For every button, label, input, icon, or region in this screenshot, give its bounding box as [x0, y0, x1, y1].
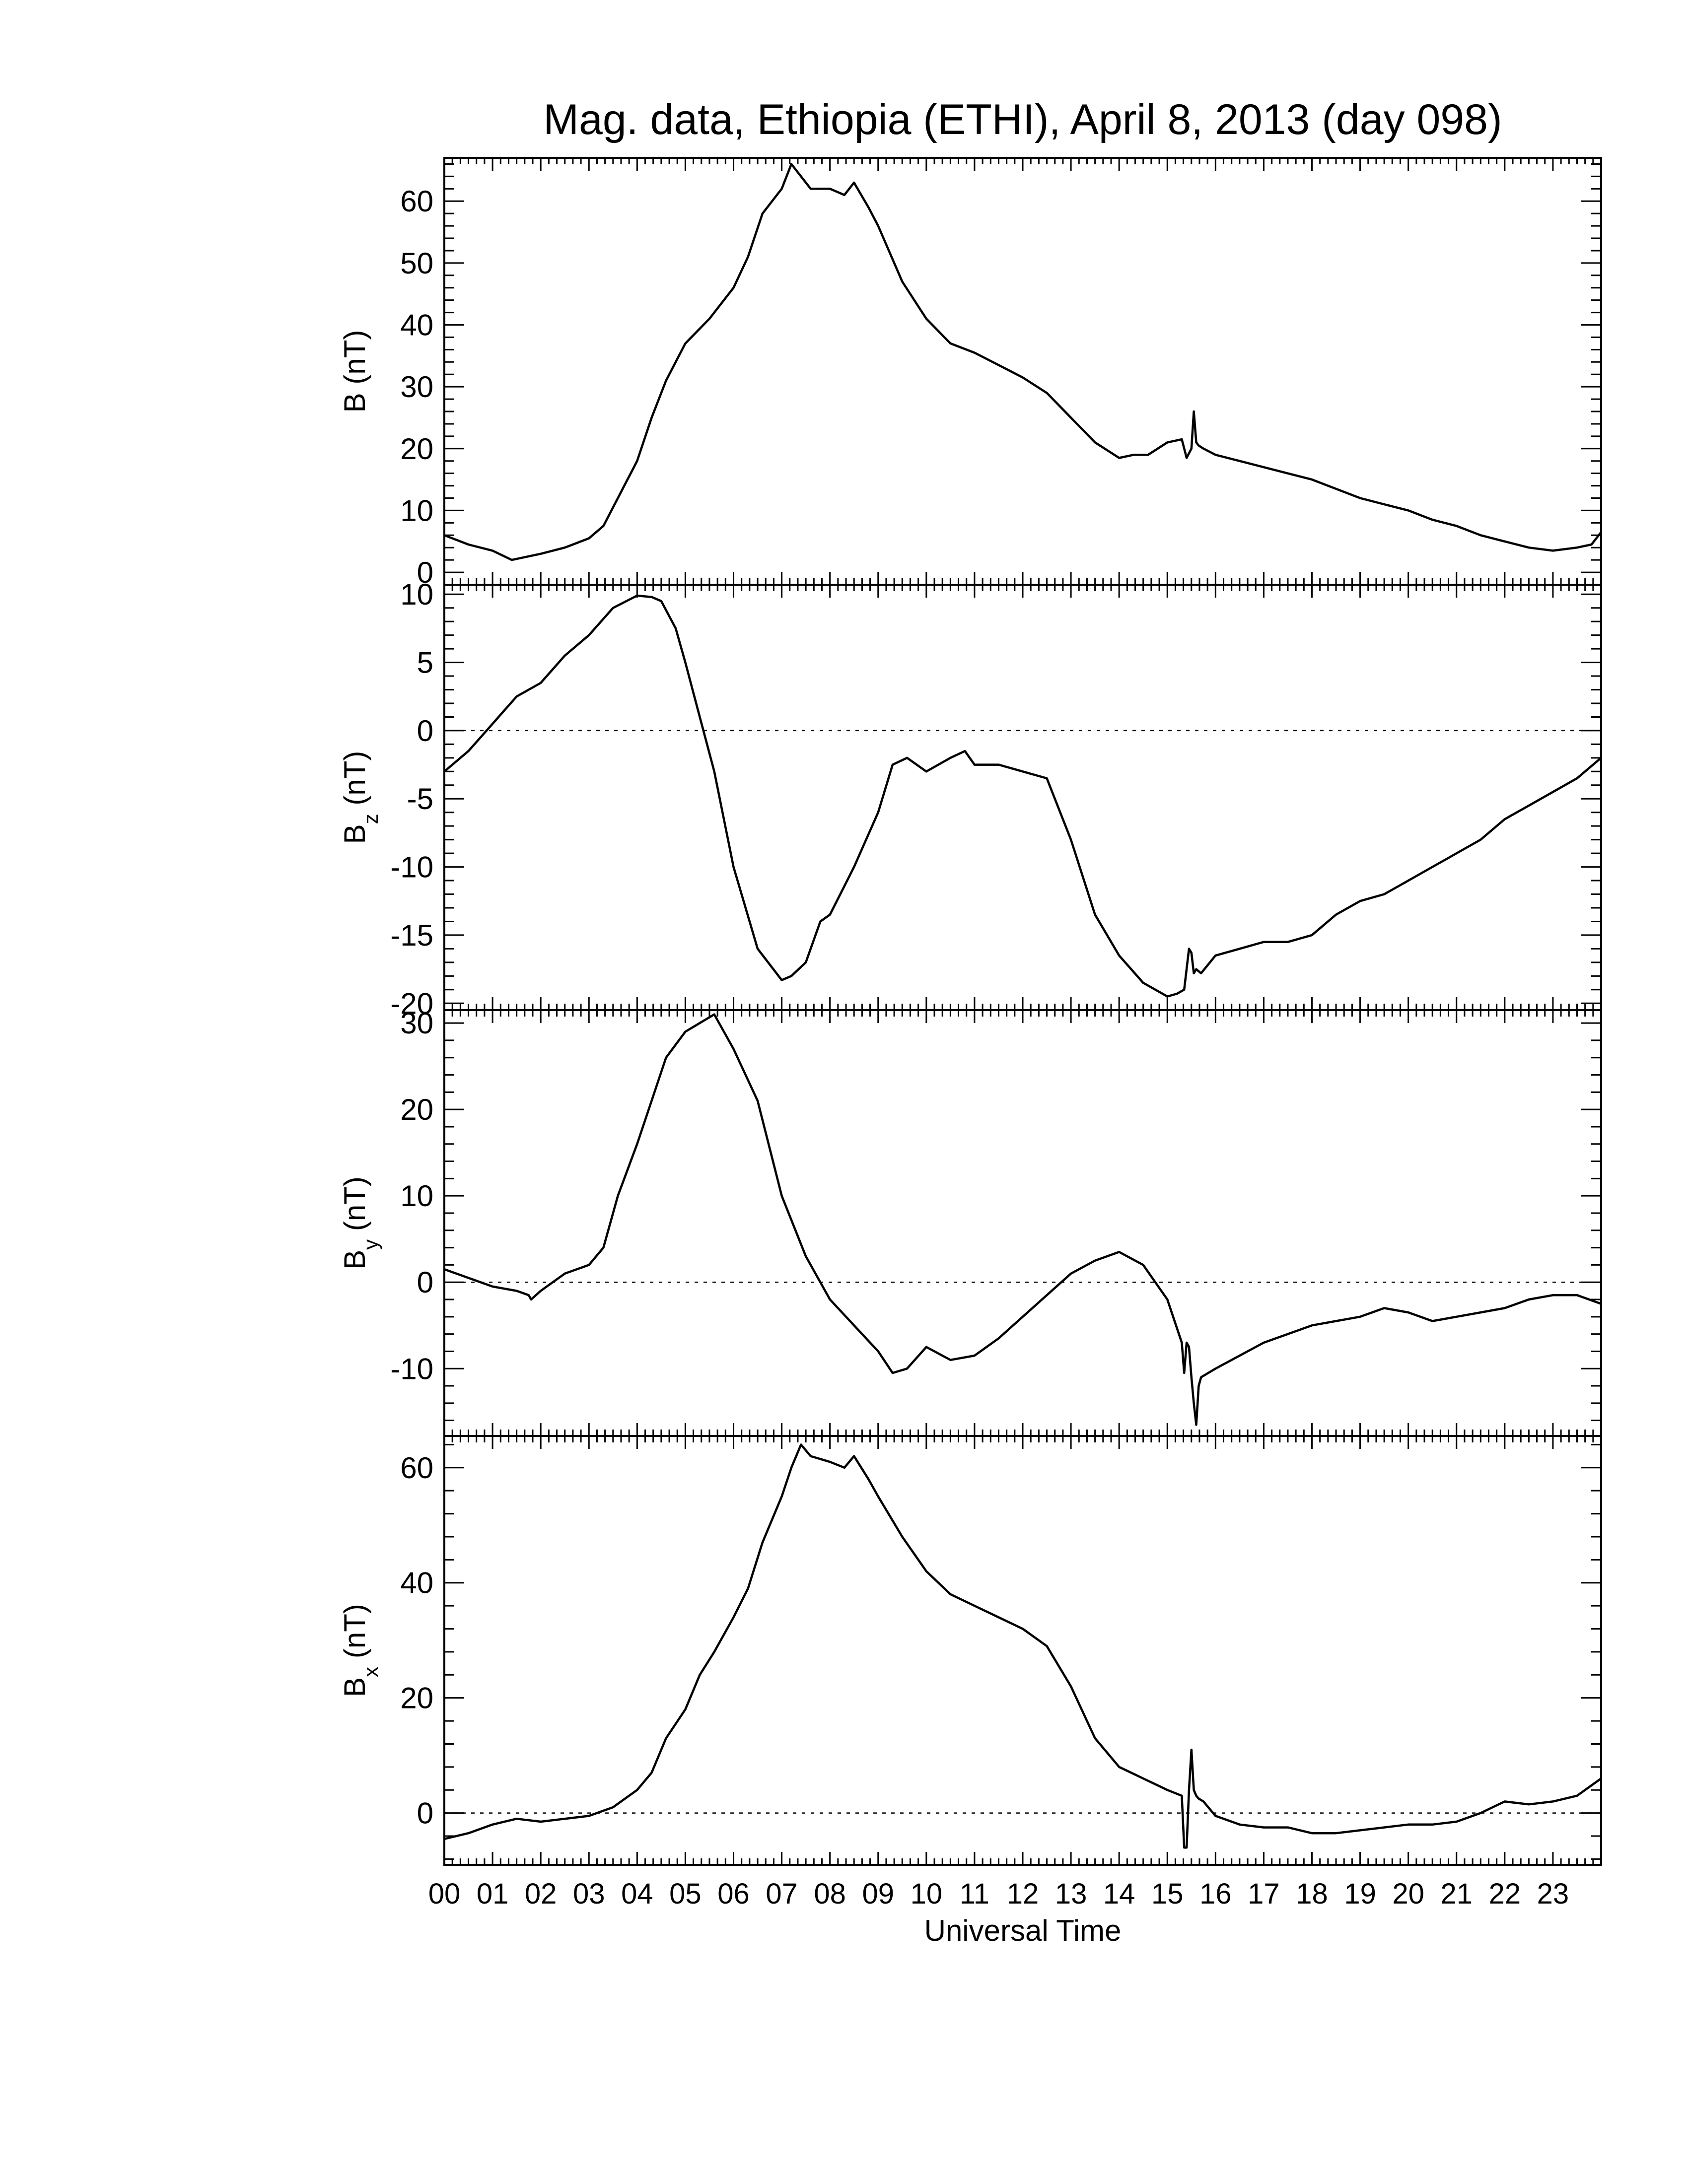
x-tick-labels: 00 01 02 03 04 05 06 07 08 09 10 11 12 13 14 15 16 17 18 19… [428, 1878, 1569, 1910]
y-axis-label: Bz (nT) [338, 751, 382, 844]
y-tick-label: 10 [400, 494, 433, 527]
y-tick-label: -10 [390, 1352, 433, 1385]
y-tick-label: 10 [400, 578, 433, 611]
y-tick-label: 60 [400, 185, 433, 218]
x-tick-label: 19 [1344, 1878, 1376, 1910]
y-tick-label: 5 [417, 646, 433, 680]
y-tick-label: 0 [417, 714, 433, 748]
panel-frame [443, 157, 1602, 586]
x-tick-label: 11 [960, 1878, 989, 1910]
y-tick-label: 30 [400, 370, 433, 404]
x-tick-label: 07 [766, 1878, 798, 1910]
x-tick-label: 04 [621, 1878, 653, 1910]
x-tick-label: 10 [911, 1878, 943, 1910]
x-tick-label: 17 [1248, 1878, 1280, 1910]
y-tick-label: 20 [400, 1682, 433, 1715]
y-tick-label: 30 [400, 1007, 433, 1040]
x-tick-label: 22 [1489, 1878, 1521, 1910]
y-tick-label: -20 [390, 987, 433, 1020]
y-tick-label: 40 [400, 309, 433, 342]
y-tick-label: 0 [417, 1266, 433, 1299]
y-tick-label: 20 [400, 1093, 433, 1126]
panel-By: -10 0 10 20 30 By (nT) [338, 1007, 1602, 1437]
series-line-Bx [444, 1443, 1602, 1849]
y-axis-label: B (nT) [338, 330, 371, 413]
x-tick-label: 13 [1055, 1878, 1087, 1910]
x-tick-label: 14 [1103, 1878, 1135, 1910]
x-tick-label: 00 [428, 1878, 461, 1910]
x-tick-label: 02 [525, 1878, 557, 1910]
series-line-Bz [443, 594, 1602, 998]
y-tick-label: -15 [390, 919, 433, 952]
x-axis-label: Universal Time [924, 1914, 1122, 1947]
series-line-By [444, 1013, 1602, 1426]
x-tick-label: 03 [573, 1878, 605, 1910]
y-tick-label: 60 [400, 1451, 433, 1485]
y-tick-label: 10 [400, 1179, 433, 1213]
x-tick-label: 20 [1392, 1878, 1424, 1910]
panel-frame [443, 1009, 1602, 1437]
x-tick-label: 18 [1296, 1878, 1328, 1910]
panel-Bx: 0 20 40 60 Bx (nT) [338, 1435, 1602, 1866]
x-tick-label: 12 [1007, 1878, 1039, 1910]
panel-frame [443, 584, 1602, 1011]
x-tick-label: 16 [1199, 1878, 1232, 1910]
x-tick-label: 01 [477, 1878, 509, 1910]
y-tick-label: 0 [417, 556, 433, 589]
x-tick-label: 06 [717, 1878, 750, 1910]
y-tick-label: 0 [417, 1797, 433, 1830]
panel-Bz: -20 -15 -10 -5 0 5 10 Bz (nT) [338, 578, 1602, 1020]
x-tick-label: 08 [814, 1878, 846, 1910]
y-tick-label: 20 [400, 432, 433, 466]
y-tick-label: 50 [400, 247, 433, 280]
panel-B: 0 10 20 30 40 50 60 B (nT) [338, 157, 1602, 589]
series-line-B [444, 163, 1602, 561]
x-tick-label: 21 [1440, 1878, 1473, 1910]
y-tick-label: 40 [400, 1567, 433, 1600]
y-axis-label: Bx (nT) [338, 1604, 382, 1697]
y-axis-label: By (nT) [338, 1176, 382, 1270]
y-tick-label: -10 [390, 851, 433, 884]
chart-title: Mag. data, Ethiopia (ETHI), April 8, 201… [543, 96, 1502, 143]
y-tick-label: -5 [407, 782, 433, 816]
x-tick-label: 23 [1537, 1878, 1569, 1910]
x-tick-label: 09 [862, 1878, 894, 1910]
x-tick-label: 15 [1151, 1878, 1184, 1910]
panel-frame [443, 1435, 1602, 1866]
x-tick-label: 05 [669, 1878, 702, 1910]
